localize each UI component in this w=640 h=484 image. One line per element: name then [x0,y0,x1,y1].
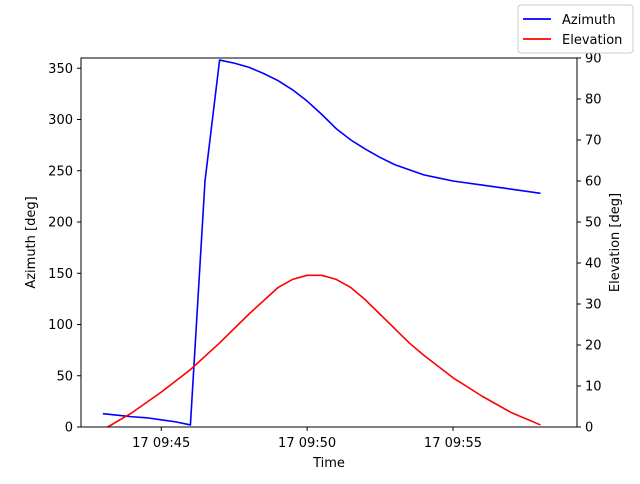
data-point-azimuth [292,89,293,90]
y-tick-label-right: 50 [585,216,602,231]
data-point-azimuth [307,100,308,101]
data-point-elevation [365,299,366,300]
data-point-azimuth [161,419,162,420]
legend-label-azimuth: Azimuth [562,13,616,28]
y-tick-label-right: 30 [585,298,602,313]
plot-frame [80,57,578,428]
x-tick-label: 17 09:45 [132,436,190,451]
data-point-azimuth [394,164,395,165]
data-point-elevation [350,287,351,288]
y-tick-label-right: 40 [585,257,602,272]
legend: Azimuth Elevation [517,4,634,54]
data-point-azimuth [438,177,439,178]
data-point-azimuth [365,149,366,150]
data-point-azimuth [321,114,322,115]
y-tick-label-right: 0 [585,421,593,436]
legend-box [517,4,634,54]
data-point-elevation [379,314,380,315]
y-tick-label-left: 50 [56,369,73,384]
x-axis-label: Time [312,456,345,471]
data-point-elevation [423,355,424,356]
data-point-elevation [540,424,541,425]
y-axis-label-right: Elevation [deg] [608,193,623,292]
series-line-azimuth [102,59,541,426]
y-tick-label-right: 60 [585,175,602,190]
y-tick-label-right: 80 [585,93,602,108]
x-tick-label: 17 09:50 [278,436,336,451]
series-line-elevation [107,274,541,428]
data-point-azimuth [175,421,176,422]
data-point-azimuth [219,59,220,60]
data-point-azimuth [277,80,278,81]
data-point-azimuth [248,67,249,68]
data-point-elevation [482,396,483,397]
data-point-azimuth [131,416,132,417]
y-tick-label-left: 200 [48,216,73,231]
data-point-azimuth [102,413,103,414]
data-point-azimuth [350,139,351,140]
data-point-elevation [277,287,278,288]
data-point-azimuth [452,180,453,181]
data-point-azimuth [540,193,541,194]
data-point-azimuth [511,189,512,190]
y-tick-label-left: 250 [48,164,73,179]
data-point-elevation [394,328,395,329]
y-tick-label-left: 0 [65,421,73,436]
data-point-elevation [219,342,220,343]
data-point-elevation [511,412,512,413]
data-point-elevation [409,342,410,343]
y-tick-label-left: 100 [48,318,73,333]
y-tick-label-right: 90 [585,52,602,67]
x-tick-label: 17 09:55 [424,436,482,451]
y-tick-label-left: 150 [48,267,73,282]
data-point-azimuth [423,174,424,175]
data-point-elevation [307,275,308,276]
data-point-azimuth [263,73,264,74]
data-point-azimuth [379,157,380,158]
data-point-elevation [190,369,191,370]
series-layer [102,59,541,428]
data-point-azimuth [336,128,337,129]
y-tick-label-right: 70 [585,134,602,149]
y-tick-label-right: 20 [585,339,602,354]
data-point-elevation [248,314,249,315]
data-point-azimuth [234,63,235,64]
data-point-azimuth [204,180,205,181]
data-point-elevation [131,412,132,413]
y-axis-label-left: Azimuth [deg] [24,196,39,288]
data-point-elevation [292,279,293,280]
data-point-azimuth [409,169,410,170]
data-point-elevation [452,377,453,378]
y-tick-label-right: 10 [585,380,602,395]
data-point-azimuth [146,417,147,418]
y-tick-label-left: 300 [48,113,73,128]
data-point-elevation [161,392,162,393]
data-point-elevation [336,279,337,280]
y-tick-label-left: 350 [48,62,73,77]
data-point-elevation [321,275,322,276]
axis-layer: 0 50 100 150 200 250 300 350 0 10 20 30 40 50 60 70 80 90… [48,52,601,452]
data-point-azimuth [190,424,191,425]
data-point-azimuth [482,185,483,186]
legend-label-elevation: Elevation [562,33,622,48]
